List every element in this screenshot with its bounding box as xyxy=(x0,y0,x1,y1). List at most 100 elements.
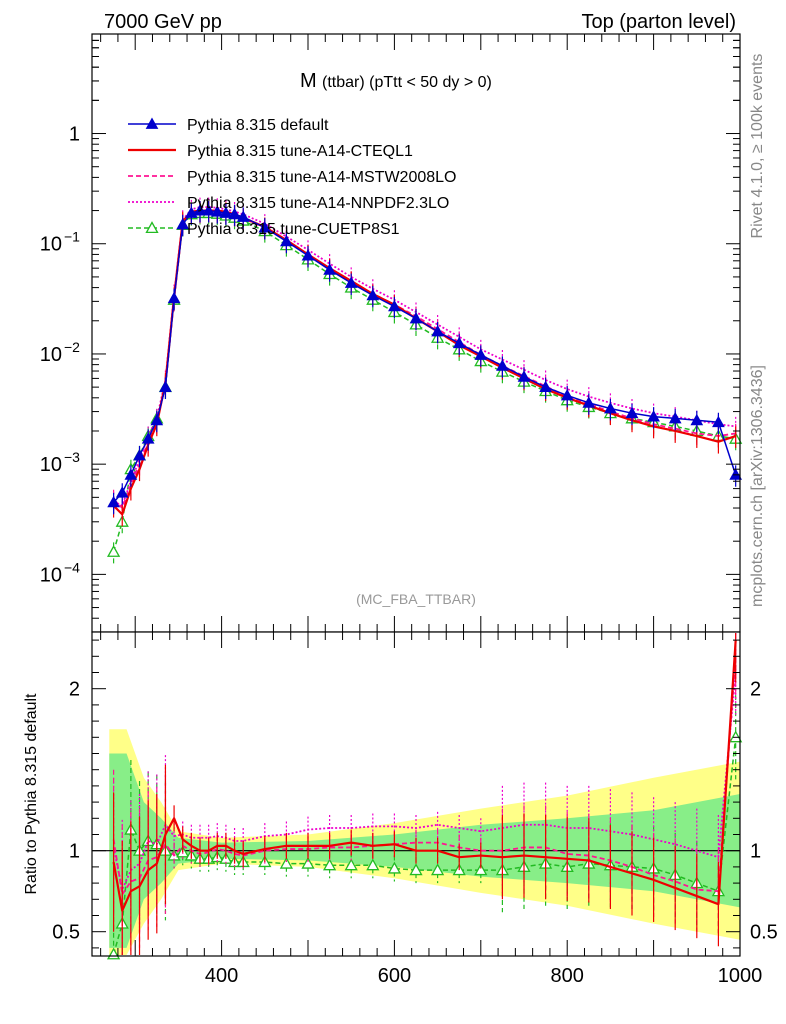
main-data-point xyxy=(388,299,401,312)
ratio-data-point xyxy=(409,863,423,876)
ratio-data-point xyxy=(366,858,380,871)
main-data-point xyxy=(236,210,250,222)
main-data-point xyxy=(115,486,129,498)
ratio-data-point xyxy=(279,856,294,869)
main-data-point xyxy=(323,263,336,275)
main-y-ticks: 110−110−210−310−4 xyxy=(40,33,740,633)
ratio-series-line xyxy=(112,672,737,891)
main-data-point xyxy=(176,217,190,230)
mcplots-source-label: mcplots.cern.ch [arXiv:1306.3436] xyxy=(749,365,766,607)
ratio-data-point xyxy=(729,730,743,743)
ratio-y-tick-label-right: 0.5 xyxy=(750,922,778,944)
main-series-line xyxy=(113,206,736,507)
y-tick-label-exponent: −1 xyxy=(64,229,80,245)
legend-entry-label: Pythia 8.315 default xyxy=(187,117,329,134)
ratio-data-point xyxy=(387,861,402,874)
x-tick-label: 800 xyxy=(551,965,584,987)
ratio-series-group xyxy=(106,633,743,960)
rivet-version-label: Rivet 4.1.0, ≥ 100k events xyxy=(749,54,766,239)
energy-label: 7000 GeV pp xyxy=(104,11,222,33)
main-data-point xyxy=(141,432,155,444)
main-data-point xyxy=(366,288,380,301)
main-data-point xyxy=(193,204,207,216)
main-data-point xyxy=(452,336,466,349)
main-data-point xyxy=(219,206,233,218)
ratio-data-point xyxy=(344,858,358,871)
main-data-point xyxy=(474,348,488,360)
ratio-y-tick-label-left: 2 xyxy=(69,679,80,701)
main-series-group xyxy=(106,197,743,564)
main-data-point xyxy=(106,545,121,557)
main-data-point xyxy=(228,207,241,220)
main-data-point xyxy=(729,468,743,480)
main-data-point xyxy=(344,276,358,288)
main-data-point xyxy=(647,410,660,422)
main-data-point xyxy=(258,221,272,233)
plot-subtitle: (ttbar) (pTtt < 50 dy > 0) xyxy=(322,74,492,91)
ratio-series-line xyxy=(112,656,737,896)
main-data-point xyxy=(202,204,215,216)
y-tick-label-base: 10 xyxy=(40,564,62,586)
series-1-ratio xyxy=(112,633,737,955)
main-data-point xyxy=(582,396,596,408)
main-data-point xyxy=(431,324,444,337)
y-tick-label-base: 10 xyxy=(40,454,62,476)
analysis-watermark: (MC_FBA_TTBAR) xyxy=(356,591,476,607)
main-data-point xyxy=(668,411,682,424)
ratio-y-tick-label-left: 1 xyxy=(69,841,80,863)
main-data-point xyxy=(560,388,574,401)
main-data-point xyxy=(167,291,181,304)
legend-entry-label: Pythia 8.315 tune-CUETP8S1 xyxy=(187,221,400,238)
main-data-point xyxy=(133,448,146,461)
main-data-point xyxy=(210,205,224,217)
legend: Pythia 8.315 default Pythia 8.315 tune-A1… xyxy=(128,117,456,238)
ratio-y-ticks: 0.5 0.5 1 1 2 2 xyxy=(52,639,778,949)
main-data-point xyxy=(690,413,704,426)
ratio-series-line xyxy=(112,640,737,912)
main-data-point xyxy=(150,413,164,426)
legend-entry-label: Pythia 8.315 tune-A14-CTEQL1 xyxy=(187,143,413,160)
main-data-point xyxy=(280,234,293,247)
ratio-data-point xyxy=(322,858,337,871)
y-tick-label: 1 xyxy=(69,124,80,146)
main-data-point xyxy=(496,359,509,371)
ratio-data-point xyxy=(430,863,445,876)
y-tick-label-exponent: −2 xyxy=(64,339,80,355)
ratio-plot-panel: 0.5 0.5 1 1 2 2 400 600 800 1000 Ratio to Pythia… xyxy=(23,631,778,987)
ratio-x-ticks: 400 600 800 1000 xyxy=(100,632,763,987)
main-data-point xyxy=(539,380,552,393)
y-tick-label-exponent: −4 xyxy=(64,559,80,575)
ratio-data-point xyxy=(474,863,488,876)
main-data-point xyxy=(159,380,172,393)
series-0-main xyxy=(107,201,743,515)
x-tick-label: 1000 xyxy=(718,965,763,987)
main-data-point xyxy=(517,370,531,382)
ratio-y-tick-label-right: 1 xyxy=(750,841,761,863)
main-data-point xyxy=(124,468,138,480)
y-tick-label-base: 10 xyxy=(40,234,62,256)
x-tick-label: 400 xyxy=(205,965,238,987)
main-data-point xyxy=(604,401,617,414)
legend-entry-label: Pythia 8.315 tune-A14-NNPDF2.3LO xyxy=(187,195,449,212)
ratio-y-tick-label-right: 2 xyxy=(750,679,761,701)
legend-entry-label: Pythia 8.315 tune-A14-MSTW2008LO xyxy=(187,169,456,186)
main-data-point xyxy=(712,415,725,428)
ratio-y-tick-label-left: 0.5 xyxy=(52,922,80,944)
plot-title: M xyxy=(300,70,317,92)
ratio-plot-frame xyxy=(91,631,741,957)
legend-swatch-marker xyxy=(145,117,159,129)
main-data-point xyxy=(107,495,120,508)
legend-swatch-marker xyxy=(145,221,159,234)
ratio-data-point xyxy=(301,856,315,869)
main-data-point xyxy=(409,311,423,324)
x-tick-label: 600 xyxy=(378,965,411,987)
y-tick-label-exponent: −3 xyxy=(64,449,80,465)
main-data-point xyxy=(301,249,315,261)
process-label: Top (parton level) xyxy=(581,11,736,33)
main-data-point xyxy=(625,406,639,419)
main-plot-panel: 110−110−210−310−4 M (ttbar) (pTtt < 50 d… xyxy=(40,33,743,633)
y-tick-label-base: 10 xyxy=(40,344,62,366)
main-x-ticks xyxy=(100,34,741,632)
ratio-y-axis-label: Ratio to Pythia 8.315 default xyxy=(23,693,40,895)
